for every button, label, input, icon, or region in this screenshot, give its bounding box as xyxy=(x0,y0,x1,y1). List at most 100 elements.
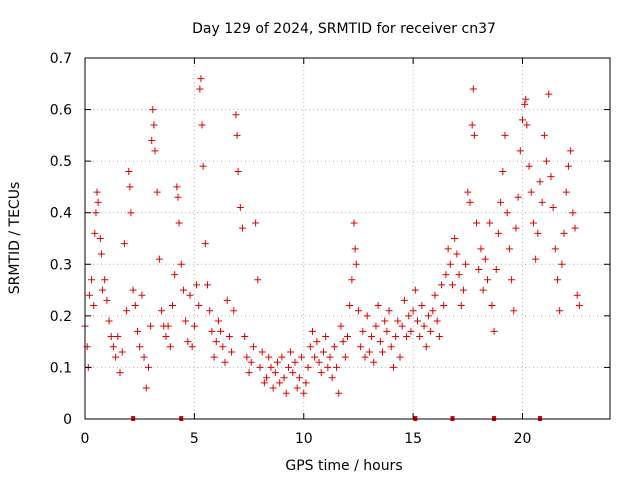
data-point xyxy=(394,317,402,325)
data-point xyxy=(330,343,338,351)
data-point xyxy=(560,229,568,237)
data-point xyxy=(267,363,275,371)
data-point xyxy=(263,374,271,382)
data-point xyxy=(503,209,511,217)
data-point xyxy=(326,353,334,361)
data-point xyxy=(466,198,474,206)
data-point xyxy=(271,369,279,377)
data-point xyxy=(374,302,382,310)
data-point xyxy=(348,276,356,284)
data-point xyxy=(379,348,386,356)
data-point xyxy=(198,121,206,129)
data-point xyxy=(147,322,155,330)
data-point xyxy=(351,245,359,253)
data-point xyxy=(120,240,128,248)
data-point xyxy=(186,291,194,299)
data-point xyxy=(230,307,238,315)
data-point xyxy=(280,374,288,382)
data-point xyxy=(295,374,303,382)
data-point xyxy=(420,322,428,330)
data-point xyxy=(549,204,557,212)
data-point xyxy=(126,183,134,191)
data-point xyxy=(571,224,579,232)
data-point xyxy=(322,332,330,340)
data-point xyxy=(188,343,196,351)
data-point xyxy=(363,312,371,320)
data-point xyxy=(409,307,417,315)
data-point xyxy=(396,353,404,361)
data-point xyxy=(368,332,376,340)
data-point xyxy=(142,384,150,392)
grid xyxy=(85,58,610,419)
data-point xyxy=(567,147,575,155)
data-point xyxy=(383,327,391,335)
y-tick-label: 0.1 xyxy=(50,360,72,376)
y-tick-label: 0.7 xyxy=(50,51,72,67)
data-point xyxy=(429,307,437,315)
data-point xyxy=(94,198,102,206)
data-point xyxy=(418,302,426,310)
data-point xyxy=(468,121,476,129)
data-point xyxy=(112,353,120,361)
data-point xyxy=(365,348,373,356)
data-point xyxy=(398,322,406,330)
data-point xyxy=(114,332,122,340)
data-point xyxy=(144,363,152,371)
data-point xyxy=(182,317,190,325)
data-point xyxy=(442,271,450,279)
data-point xyxy=(558,260,566,268)
y-tick-label: 0.5 xyxy=(50,154,72,170)
data-point xyxy=(385,307,393,315)
data-point xyxy=(212,338,220,346)
data-point xyxy=(547,173,555,181)
y-tick-label: 0 xyxy=(63,412,72,428)
data-point xyxy=(148,137,156,145)
data-point xyxy=(136,343,144,351)
data-point xyxy=(411,286,419,294)
data-point xyxy=(573,291,581,299)
data-point xyxy=(328,374,336,382)
data-point xyxy=(174,193,182,201)
data-point xyxy=(258,348,266,356)
data-point xyxy=(206,307,214,315)
data-point xyxy=(527,188,535,196)
y-tick-label: 0.4 xyxy=(50,206,72,222)
data-point xyxy=(440,302,448,310)
data-point xyxy=(99,286,106,294)
data-point xyxy=(291,358,299,366)
data-point xyxy=(103,296,111,304)
data-point xyxy=(352,260,360,268)
data-point xyxy=(392,332,400,340)
data-point xyxy=(359,327,367,335)
data-point xyxy=(431,291,439,299)
data-point xyxy=(525,162,533,170)
x-axis-label: GPS time / hours xyxy=(285,458,402,474)
data-point xyxy=(166,343,174,351)
data-point xyxy=(162,332,170,340)
data-point xyxy=(245,369,253,377)
data-point xyxy=(416,332,424,340)
data-point xyxy=(376,338,384,346)
data-point xyxy=(444,245,452,253)
data-point xyxy=(324,363,332,371)
data-point xyxy=(254,276,262,284)
data-point xyxy=(490,327,498,335)
data-point xyxy=(405,312,413,320)
data-point xyxy=(492,265,500,273)
data-point xyxy=(234,167,242,175)
data-point xyxy=(389,363,397,371)
data-point xyxy=(282,389,290,397)
data-point xyxy=(403,332,411,340)
data-point xyxy=(540,131,548,139)
data-point xyxy=(311,353,319,361)
data-point xyxy=(302,379,310,387)
data-point xyxy=(274,358,281,366)
data-point xyxy=(333,363,341,371)
data-point xyxy=(91,229,99,237)
data-point xyxy=(510,307,518,315)
x-tick-label: 20 xyxy=(514,431,532,447)
data-point xyxy=(93,188,101,196)
data-point xyxy=(464,188,472,196)
y-axis-label: SRMTID / TECUs xyxy=(7,182,23,295)
data-point xyxy=(107,332,115,340)
